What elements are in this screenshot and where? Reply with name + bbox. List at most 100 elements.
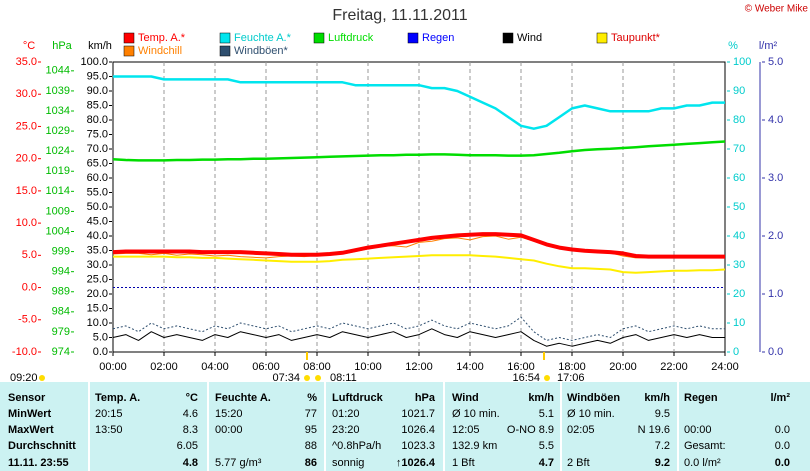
y-tick-label: 994: [52, 266, 70, 278]
table-cell: km/h: [644, 392, 670, 404]
y-tick-label: 0.0: [93, 346, 108, 358]
y-tick-label: 0.0: [22, 281, 37, 293]
annotation: 16:54: [512, 372, 540, 384]
y-tick-label: 1024: [46, 145, 70, 157]
table-cell: Sensor: [8, 392, 46, 404]
y-tick-label: -5.0: [18, 314, 37, 326]
y-tick-label: 4.0: [768, 114, 783, 126]
series-line: [112, 235, 725, 259]
y-tick-label: 999: [52, 245, 70, 257]
legend-label: Feuchte A.*: [234, 32, 292, 44]
y-tick-label: 1004: [46, 225, 70, 237]
x-tick-label: 20:00: [609, 361, 637, 373]
y-tick-label: 50: [733, 201, 745, 213]
series-line: [112, 140, 726, 162]
x-tick-label: 08:00: [303, 361, 331, 373]
table-cell: 12:05: [452, 424, 480, 436]
table-cell: %: [307, 392, 317, 404]
y-tick-label: 70: [733, 143, 745, 155]
axis-unit: °C: [23, 40, 35, 52]
table-cell: 11.11. 23:55: [8, 457, 69, 469]
x-tick-label: 14:00: [456, 361, 484, 373]
y-tick-label: 50.0: [87, 201, 108, 213]
table-cell: 7.2: [655, 440, 670, 452]
y-tick-label: 80.0: [87, 114, 108, 126]
chart-title: Freitag, 11.11.2011: [332, 7, 467, 24]
table-cell: 1026.4: [401, 424, 435, 436]
y-tick-label: 60: [733, 172, 745, 184]
legend-label: Temp. A.*: [138, 32, 186, 44]
table-cell: N 19.6: [638, 424, 670, 436]
table-cell: Regen: [684, 392, 718, 404]
x-tick-label: 18:00: [558, 361, 586, 373]
y-tick-label: 979: [52, 326, 70, 338]
table-cell: 20:15: [95, 408, 123, 420]
table-separator: [207, 382, 209, 471]
y-tick-label: 5.0: [22, 249, 37, 261]
y-tick-label: 0.0: [768, 346, 783, 358]
table-cell: 77: [305, 408, 317, 420]
table-cell: 9.5: [655, 408, 670, 420]
table-cell: Ø 10 min.: [452, 408, 500, 420]
y-tick-label: 100: [733, 56, 751, 68]
table-cell: Wind: [452, 392, 479, 404]
y-tick-label: 80: [733, 114, 745, 126]
table-cell: 2 Bft: [567, 457, 590, 469]
y-tick-label: 30.0: [16, 88, 37, 100]
x-tick-label: 10:00: [354, 361, 382, 373]
axis-unit: l/m²: [759, 40, 778, 52]
table-cell: 0.0: [775, 440, 790, 452]
table-cell: Ø 10 min.: [567, 408, 615, 420]
stats-table: Sensor Temp. A. °C Feuchte A.% Luftdruck hPa W…: [8, 382, 790, 471]
y-tick-label: 984: [52, 306, 70, 318]
table-cell: 00:00: [684, 424, 712, 436]
table-separator: [324, 382, 326, 471]
y-tick-label: 30: [733, 259, 745, 271]
y-tick-label: 1029: [46, 125, 70, 137]
y-tick-label: 100.0: [80, 56, 108, 68]
series-line: [113, 254, 726, 274]
table-cell: l/m²: [770, 392, 790, 404]
y-tick-label: 0: [733, 346, 739, 358]
y-tick-label: 5.0: [93, 331, 108, 343]
table-cell: 02:05: [567, 424, 595, 436]
table-cell: 0.0: [775, 424, 790, 436]
y-tick-label: 2.0: [768, 230, 783, 242]
table-cell: 88: [305, 440, 317, 452]
table-cell: Durchschnitt: [8, 440, 76, 452]
table-cell: ↑1026.4: [396, 457, 436, 469]
y-tick-label: 25.0: [16, 120, 37, 132]
axis-unit: %: [728, 40, 738, 52]
sun-icon: [39, 375, 45, 381]
table-cell: MaxWert: [8, 424, 54, 436]
y-tick-label: 30.0: [87, 259, 108, 271]
table-cell: hPa: [415, 392, 436, 404]
annotation: 07:34: [272, 372, 300, 384]
legend-swatch: [502, 32, 514, 44]
y-tick-label: 15.0: [16, 185, 37, 197]
y-tick-label: 35.0: [87, 244, 108, 256]
table-cell: 4.8: [183, 457, 198, 469]
series-line: [112, 328, 725, 347]
table-cell: 5.77 g/m³: [215, 457, 262, 469]
table-cell: 1 Bft: [452, 457, 475, 469]
legend-label: Windböen*: [234, 45, 289, 57]
sun-icon: [315, 375, 321, 381]
table-cell: 4.7: [539, 457, 554, 469]
y-tick-label: 35.0: [16, 56, 37, 68]
legend-swatch: [219, 32, 231, 44]
table-cell: Feuchte A.: [215, 392, 271, 404]
table-cell: Temp. A.: [95, 392, 140, 404]
y-tick-label: 65.0: [87, 157, 108, 169]
table-cell: 95: [305, 424, 317, 436]
table-cell: 5.5: [539, 440, 554, 452]
legend-swatch: [123, 32, 135, 44]
table-cell: 6.05: [177, 440, 198, 452]
y-tick-label: 90.0: [87, 85, 108, 97]
table-separator: [443, 382, 445, 471]
table-cell: 13:50: [95, 424, 123, 436]
y-tick-label: 95.0: [87, 70, 108, 82]
table-cell: Luftdruck: [332, 392, 384, 404]
copyright: © Weber Mike: [745, 4, 809, 15]
